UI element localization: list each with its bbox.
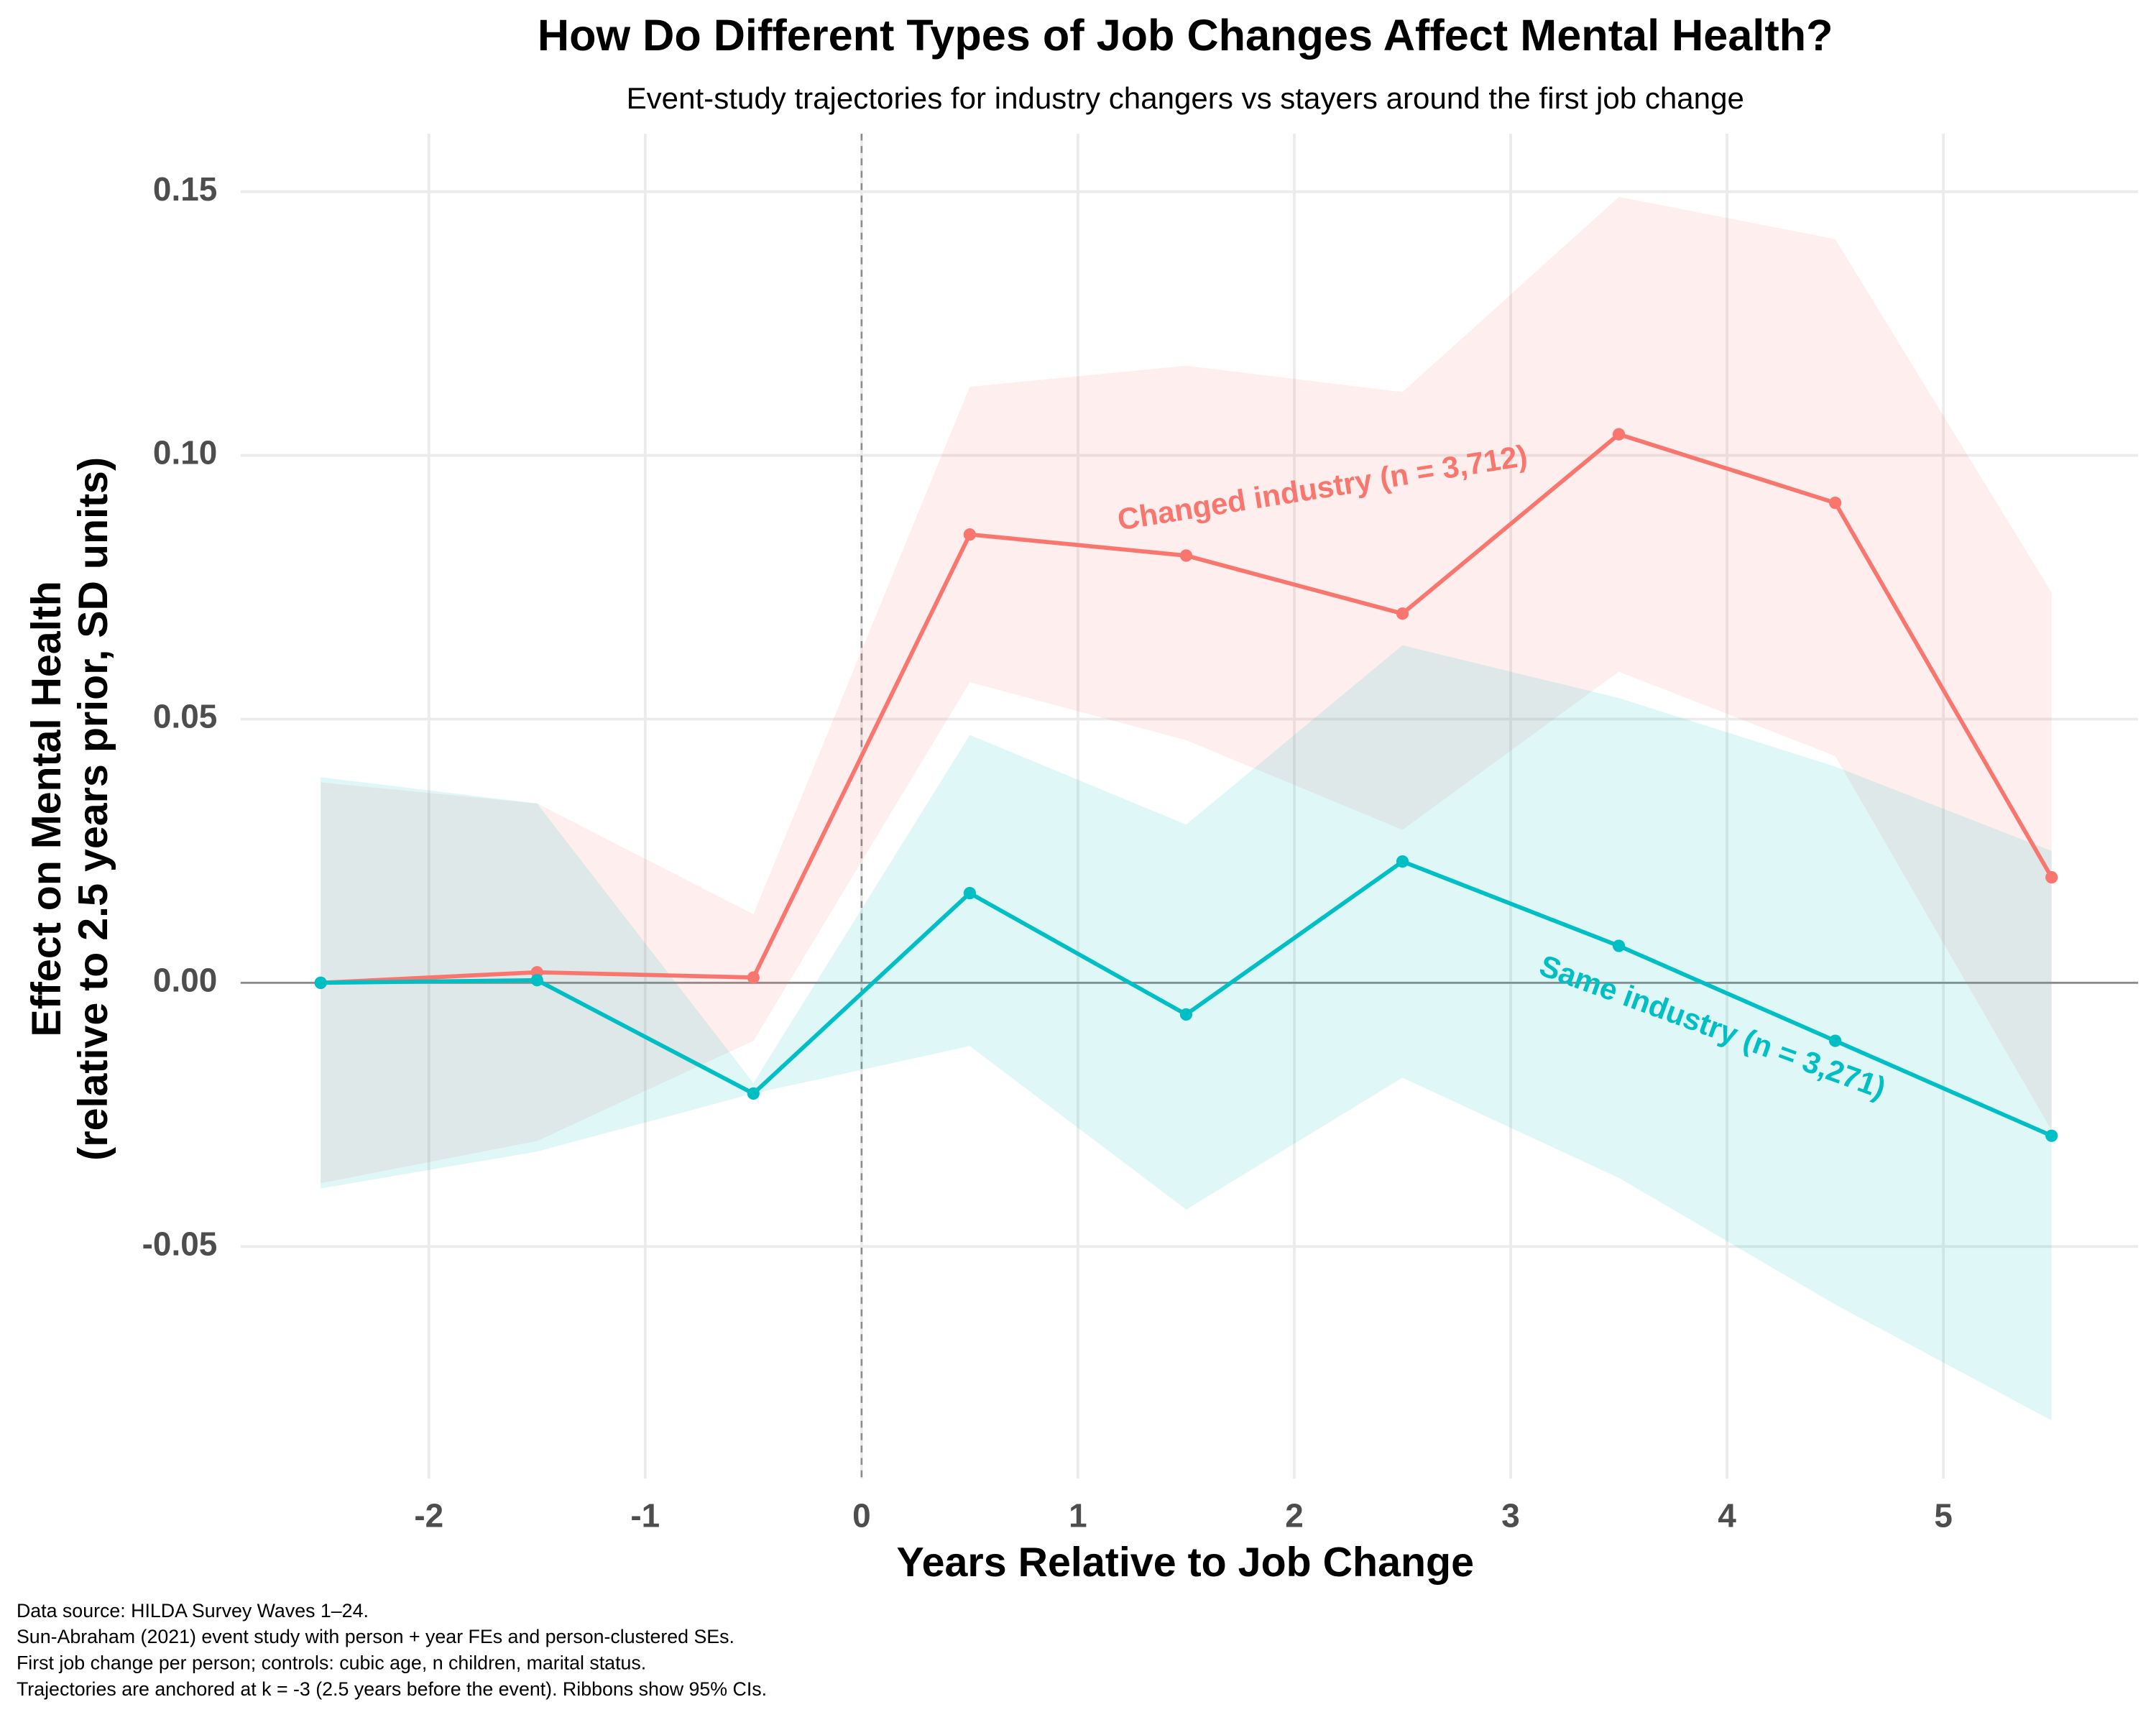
y-axis-title: Effect on Mental Health (24, 581, 70, 1036)
x-tick-label: -2 (414, 1497, 443, 1535)
x-axis-title: Years Relative to Job Change (896, 1540, 1474, 1586)
ci-ribbon (321, 645, 2052, 1421)
x-tick-label: 0 (852, 1497, 871, 1535)
x-tick-label: 3 (1501, 1497, 1520, 1535)
point (747, 1087, 760, 1100)
point (963, 887, 977, 900)
x-tick-label: 5 (1934, 1497, 1953, 1535)
chart-title: How Do Different Types of Job Changes Af… (538, 11, 1833, 60)
y-tick-label: 0.15 (153, 170, 217, 208)
point (2045, 1129, 2058, 1142)
point (1829, 497, 1842, 510)
caption-line: Trajectories are anchored at k = -3 (2.5… (17, 1678, 767, 1700)
y-tick-label: 0.00 (153, 962, 217, 999)
caption: Data source: HILDA Survey Waves 1–24. Sun… (17, 1600, 767, 1700)
point (1612, 428, 1626, 441)
x-tick-label: -1 (630, 1497, 660, 1535)
point (1179, 1008, 1193, 1021)
x-tick-label: 4 (1718, 1497, 1736, 1535)
point (2045, 871, 2058, 884)
ci-ribbon (321, 197, 2052, 1184)
point (963, 528, 977, 541)
y-tick-label: 0.05 (153, 698, 217, 735)
point (747, 971, 760, 984)
y-tick-label: -0.05 (142, 1225, 218, 1262)
point (1179, 549, 1193, 562)
point (314, 976, 327, 989)
chart-subtitle: Event-study trajectories for industry ch… (627, 81, 1744, 115)
y-axis-title: (relative to 2.5 years prior, SD units) (70, 457, 116, 1161)
point (1396, 607, 1409, 620)
caption-line: Sun-Abraham (2021) event study with pers… (17, 1626, 734, 1647)
point (530, 974, 543, 987)
caption-line: First job change per person; controls: c… (17, 1652, 646, 1674)
caption-line: Data source: HILDA Survey Waves 1–24. (17, 1600, 369, 1622)
point (1829, 1034, 1842, 1047)
point (1396, 855, 1409, 868)
x-tick-label: 2 (1285, 1497, 1304, 1535)
x-tick-label: 1 (1069, 1497, 1087, 1535)
point (1612, 939, 1626, 952)
y-tick-label: 0.10 (153, 434, 217, 472)
